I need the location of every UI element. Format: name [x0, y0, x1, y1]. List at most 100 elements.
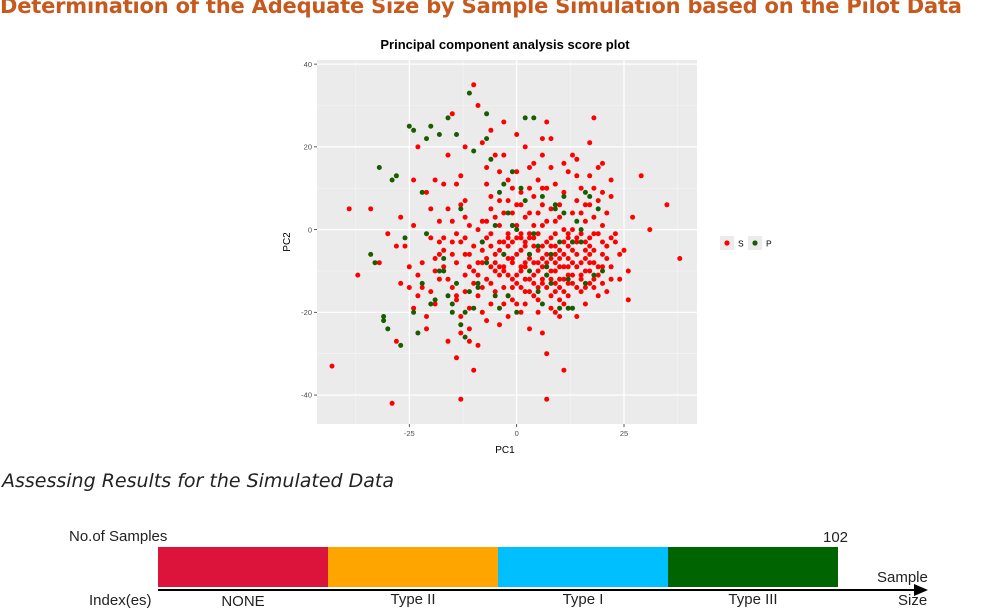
- point-p: [535, 289, 541, 295]
- sample-size-axis: [158, 589, 918, 591]
- point-s: [539, 264, 545, 270]
- point-s: [638, 173, 644, 179]
- point-s: [570, 280, 575, 286]
- point-s: [591, 260, 597, 266]
- point-p: [411, 127, 417, 133]
- point-p: [552, 202, 558, 208]
- point-s: [595, 231, 601, 237]
- point-s: [557, 276, 563, 282]
- point-s: [535, 268, 541, 274]
- point-s: [539, 243, 545, 249]
- point-s: [514, 169, 520, 175]
- point-s: [432, 268, 438, 274]
- point-p: [432, 297, 438, 303]
- point-s: [565, 231, 571, 237]
- axis-label-sample: Sample: [877, 569, 928, 586]
- point-s: [552, 280, 558, 286]
- point-s: [501, 264, 507, 270]
- point-s: [604, 256, 610, 261]
- point-s: [531, 280, 537, 286]
- point-s: [612, 239, 618, 245]
- point-s: [458, 173, 464, 179]
- point-s: [449, 251, 455, 257]
- point-p: [436, 132, 442, 137]
- point-p: [582, 189, 588, 195]
- point-s: [552, 181, 558, 187]
- point-p: [449, 301, 455, 307]
- point-s: [600, 251, 605, 257]
- point-s: [522, 239, 528, 245]
- point-s: [479, 309, 485, 315]
- point-s: [608, 264, 614, 270]
- point-p: [505, 293, 511, 299]
- point-p: [406, 123, 412, 129]
- point-s: [475, 293, 481, 299]
- x-axis-label: PC1: [495, 445, 515, 456]
- point-s: [484, 165, 490, 170]
- point-s: [428, 206, 434, 212]
- legend-p-marker: [752, 240, 758, 246]
- point-s: [552, 218, 558, 224]
- point-s: [574, 314, 580, 319]
- point-s: [557, 285, 563, 290]
- point-s: [552, 268, 558, 274]
- point-s: [454, 181, 459, 187]
- point-s: [471, 367, 477, 373]
- point-p: [548, 251, 554, 257]
- point-p: [539, 194, 545, 199]
- point-p: [389, 177, 395, 183]
- index-label: Index(es): [89, 592, 152, 609]
- samples-label: No.of Samples: [69, 528, 168, 545]
- point-s: [514, 235, 520, 241]
- point-p: [501, 181, 507, 187]
- point-s: [484, 181, 490, 187]
- point-p: [561, 210, 567, 216]
- point-s: [527, 231, 532, 237]
- point-p: [458, 322, 464, 328]
- point-p: [445, 293, 451, 299]
- point-s: [484, 318, 490, 324]
- point-s: [497, 223, 502, 228]
- segment-type-iii: [668, 547, 838, 587]
- point-s: [522, 214, 528, 220]
- axis-label-size: Size: [898, 592, 928, 609]
- point-s: [488, 264, 494, 270]
- point-s: [522, 260, 528, 266]
- point-s: [539, 330, 545, 336]
- point-s: [527, 185, 532, 191]
- point-p: [509, 223, 515, 228]
- point-s: [570, 260, 575, 266]
- point-s: [557, 314, 563, 319]
- point-s: [595, 293, 601, 299]
- point-s: [604, 210, 610, 216]
- point-s: [578, 260, 584, 266]
- point-s: [539, 276, 545, 282]
- point-s: [582, 285, 588, 290]
- point-s: [608, 177, 614, 183]
- point-s: [488, 231, 494, 237]
- point-s: [539, 280, 545, 286]
- point-s: [462, 198, 468, 204]
- point-s: [522, 243, 528, 249]
- point-s: [591, 276, 597, 282]
- point-s: [522, 276, 528, 282]
- point-s: [591, 247, 597, 253]
- page-title: Determination of the Adequate Size by Sa…: [0, 0, 962, 18]
- point-s: [509, 297, 515, 303]
- point-s: [441, 247, 447, 253]
- point-s: [587, 202, 593, 208]
- point-s: [531, 194, 537, 199]
- point-s: [574, 156, 580, 162]
- point-s: [462, 272, 468, 278]
- point-s: [548, 305, 554, 311]
- point-s: [617, 276, 623, 282]
- point-p: [449, 309, 455, 315]
- point-p: [497, 189, 502, 195]
- point-s: [454, 231, 459, 237]
- segment-label-type-ii: Type II: [390, 591, 436, 608]
- point-s: [479, 140, 485, 146]
- point-s: [587, 251, 593, 257]
- point-p: [587, 194, 593, 199]
- point-s: [582, 218, 588, 224]
- point-p: [479, 239, 485, 245]
